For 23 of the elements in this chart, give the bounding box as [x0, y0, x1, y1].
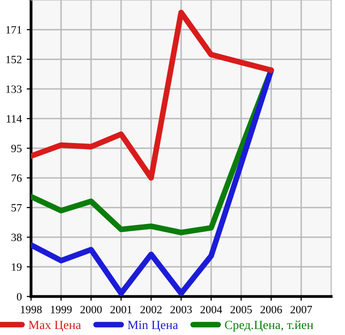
y-tick-label: 76	[12, 174, 22, 182]
x-tick-label: 2005	[230, 306, 252, 314]
y-tick-label: 57	[12, 204, 22, 212]
x-tick-label: 1998	[20, 306, 42, 314]
y-tick-label: 152	[6, 56, 22, 64]
x-tick-label: 2000	[80, 306, 102, 314]
x-tick-label: 2007	[290, 306, 312, 314]
legend-label: Сред.Цена, т.йен	[224, 320, 314, 332]
y-tick-label: 38	[11, 234, 22, 242]
x-tick-label: 2006	[260, 306, 282, 314]
y-tick-label: 19	[12, 263, 22, 271]
y-tick-label: 0	[16, 292, 22, 300]
x-tick-label: 2002	[140, 306, 162, 314]
legend-label: Max Цена	[28, 320, 81, 332]
x-tick-label: 2003	[170, 306, 192, 314]
y-tick-label: 114	[6, 115, 22, 122]
y-tick-label: 133	[6, 85, 22, 93]
x-tick-label: 2004	[200, 306, 222, 314]
legend-label: Min Цена	[128, 320, 178, 332]
x-tick-label: 2001	[110, 306, 132, 314]
y-tick-label: 171	[6, 26, 22, 34]
y-tick-label: 95	[11, 144, 22, 152]
x-tick-label: 1999	[50, 306, 72, 314]
